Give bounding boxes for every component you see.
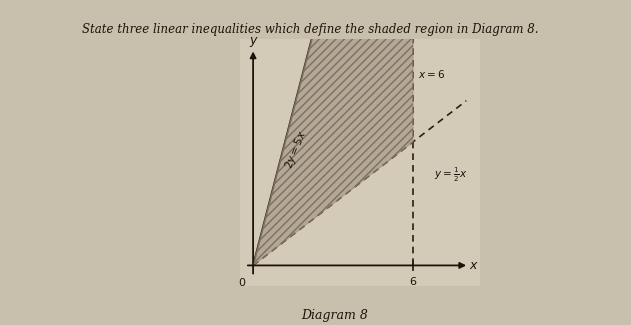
Text: y: y: [249, 34, 257, 47]
Text: 6: 6: [410, 277, 416, 287]
Polygon shape: [253, 0, 413, 266]
Text: x: x: [469, 259, 476, 272]
Text: $x = 6$: $x = 6$: [418, 68, 445, 80]
Text: State three linear inequalities which define the shaded region in Diagram 8.: State three linear inequalities which de…: [82, 23, 538, 36]
Text: 0: 0: [238, 278, 245, 288]
Text: $2y = 5x$: $2y = 5x$: [281, 129, 310, 172]
Text: $y = \frac{1}{2}x$: $y = \frac{1}{2}x$: [434, 166, 468, 184]
Text: Diagram 8: Diagram 8: [301, 309, 368, 322]
